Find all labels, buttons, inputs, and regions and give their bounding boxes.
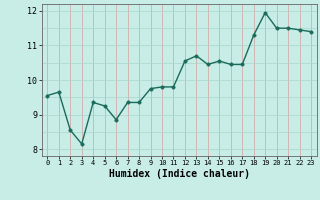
X-axis label: Humidex (Indice chaleur): Humidex (Indice chaleur): [109, 169, 250, 179]
